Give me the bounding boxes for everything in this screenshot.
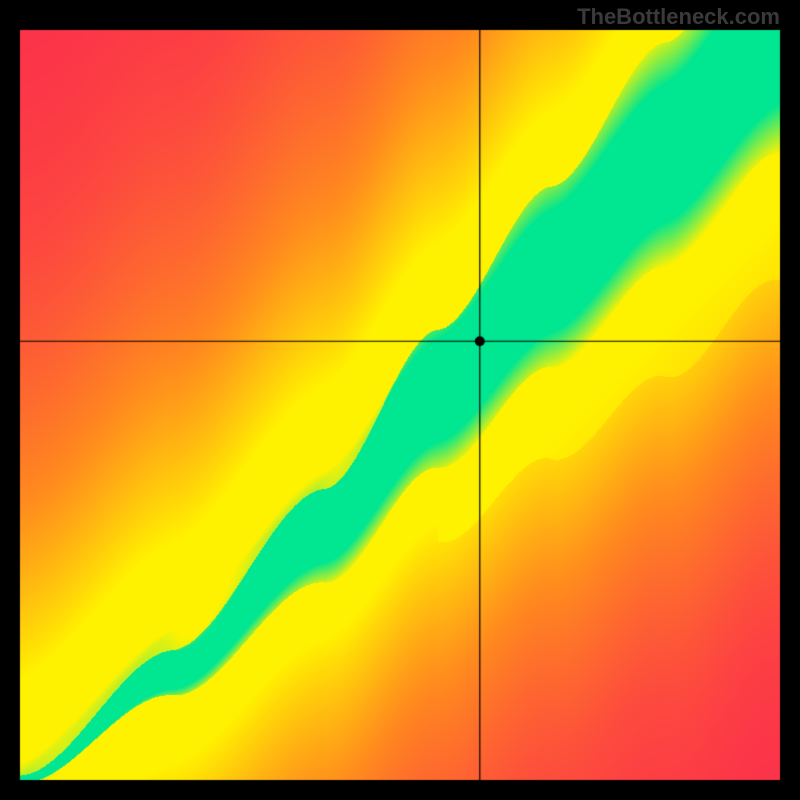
- chart-container: TheBottleneck.com: [0, 0, 800, 800]
- heatmap-canvas: [0, 0, 800, 800]
- attribution-text: TheBottleneck.com: [577, 4, 780, 30]
